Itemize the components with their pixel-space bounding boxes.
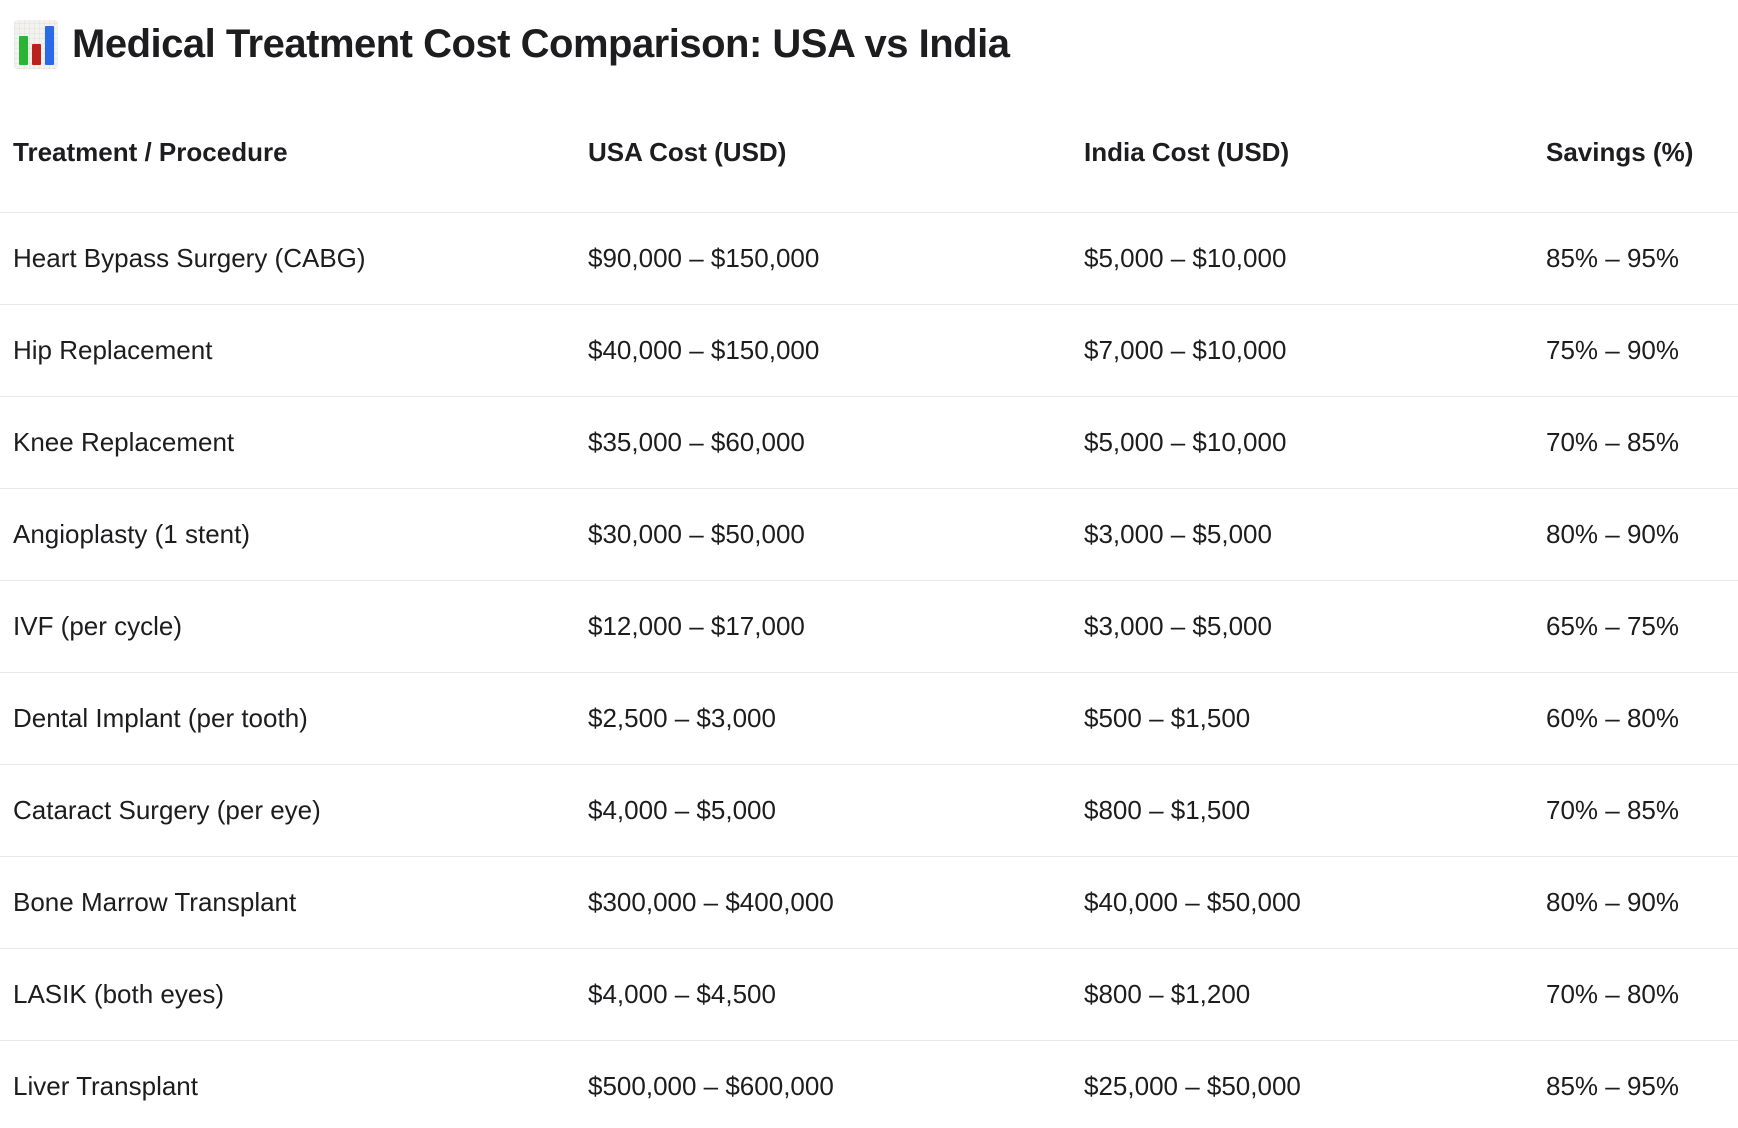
treatment-cell: Dental Implant (per tooth) <box>0 672 588 765</box>
table-row: LASIK (both eyes) $4,000 – $4,500 $800 –… <box>0 948 1738 1041</box>
india-cost-cell: $40,000 – $50,000 <box>1084 856 1546 949</box>
page-header: Medical Treatment Cost Comparison: USA v… <box>0 0 1738 74</box>
treatment-cell: Knee Replacement <box>0 396 588 489</box>
india-cost-cell: $800 – $1,500 <box>1084 764 1546 857</box>
usa-cost-cell: $40,000 – $150,000 <box>588 304 1084 397</box>
table-row: Dental Implant (per tooth) $2,500 – $3,0… <box>0 672 1738 765</box>
column-header-savings: Savings (%) <box>1546 74 1738 213</box>
india-cost-cell: $25,000 – $50,000 <box>1084 1071 1301 1101</box>
treatment-cell: Cataract Surgery (per eye) <box>0 764 588 857</box>
savings-cell: 60% – 80% <box>1546 672 1738 765</box>
savings-cell: 70% – 85% <box>1546 396 1738 489</box>
india-cost-cell: $3,000 – $5,000 <box>1084 488 1546 581</box>
usa-cost-cell: $30,000 – $50,000 <box>588 488 1084 581</box>
usa-cost-cell: $2,500 – $3,000 <box>588 672 1084 765</box>
treatment-cell: Heart Bypass Surgery (CABG) <box>0 212 588 305</box>
table-body: Heart Bypass Surgery (CABG) $90,000 – $1… <box>0 212 1738 1128</box>
usa-cost-cell: $4,000 – $5,000 <box>588 764 1084 857</box>
india-cost-cell: $500 – $1,500 <box>1084 672 1546 765</box>
column-header-india-cost: India Cost (USD) <box>1084 74 1546 213</box>
table-row: IVF (per cycle) $12,000 – $17,000 $3,000… <box>0 580 1738 673</box>
bar-chart-red-bar <box>31 43 41 65</box>
usa-cost-cell: $35,000 – $60,000 <box>588 396 1084 489</box>
column-header-treatment: Treatment / Procedure <box>0 74 588 213</box>
savings-cell: 80% – 90% <box>1546 856 1738 949</box>
usa-cost-cell: $4,000 – $4,500 <box>588 948 1084 1041</box>
savings-cell: 70% – 85% <box>1546 764 1738 857</box>
savings-cell: 80% – 90% <box>1546 488 1738 581</box>
savings-cell: 85% – 95% <box>1546 1071 1679 1101</box>
usa-cost-cell: $12,000 – $17,000 <box>588 580 1084 673</box>
table-row: Knee Replacement $35,000 – $60,000 $5,00… <box>0 396 1738 489</box>
treatment-cell: Bone Marrow Transplant <box>0 856 588 949</box>
table-row: Angioplasty (1 stent) $30,000 – $50,000 … <box>0 488 1738 581</box>
page-title: Medical Treatment Cost Comparison: USA v… <box>72 22 1010 66</box>
treatment-cell: LASIK (both eyes) <box>0 948 588 1041</box>
table-row: Liver Transplant $500,000 – $600,000 $25… <box>0 1041 1738 1128</box>
usa-cost-cell: $300,000 – $400,000 <box>588 856 1084 949</box>
india-cost-cell: $800 – $1,200 <box>1084 948 1546 1041</box>
table-header-row: Treatment / Procedure USA Cost (USD) Ind… <box>0 74 1738 213</box>
bar-chart-emoji-icon <box>14 19 58 69</box>
column-header-usa-cost: USA Cost (USD) <box>588 74 1084 213</box>
table-row: Hip Replacement $40,000 – $150,000 $7,00… <box>0 304 1738 397</box>
savings-cell: 85% – 95% <box>1546 212 1738 305</box>
india-cost-cell: $5,000 – $10,000 <box>1084 212 1546 305</box>
table-row: Heart Bypass Surgery (CABG) $90,000 – $1… <box>0 212 1738 305</box>
treatment-cell: Angioplasty (1 stent) <box>0 488 588 581</box>
india-cost-cell: $7,000 – $10,000 <box>1084 304 1546 397</box>
india-cost-cell: $5,000 – $10,000 <box>1084 396 1546 489</box>
table-row: Bone Marrow Transplant $300,000 – $400,0… <box>0 856 1738 949</box>
india-cost-cell: $3,000 – $5,000 <box>1084 580 1546 673</box>
table-row: Cataract Surgery (per eye) $4,000 – $5,0… <box>0 764 1738 857</box>
treatment-cell: Liver Transplant <box>13 1071 198 1101</box>
table-header: Treatment / Procedure USA Cost (USD) Ind… <box>0 74 1738 213</box>
savings-cell: 75% – 90% <box>1546 304 1738 397</box>
savings-cell: 65% – 75% <box>1546 580 1738 673</box>
treatment-cell: Hip Replacement <box>0 304 588 397</box>
treatment-cell: IVF (per cycle) <box>0 580 588 673</box>
bar-chart-blue-bar <box>44 25 54 65</box>
usa-cost-cell: $90,000 – $150,000 <box>588 212 1084 305</box>
bar-chart-green-bar <box>18 35 28 65</box>
cost-comparison-table: Treatment / Procedure USA Cost (USD) Ind… <box>0 74 1738 1128</box>
savings-cell: 70% – 80% <box>1546 948 1738 1041</box>
usa-cost-cell: $500,000 – $600,000 <box>588 1071 834 1101</box>
